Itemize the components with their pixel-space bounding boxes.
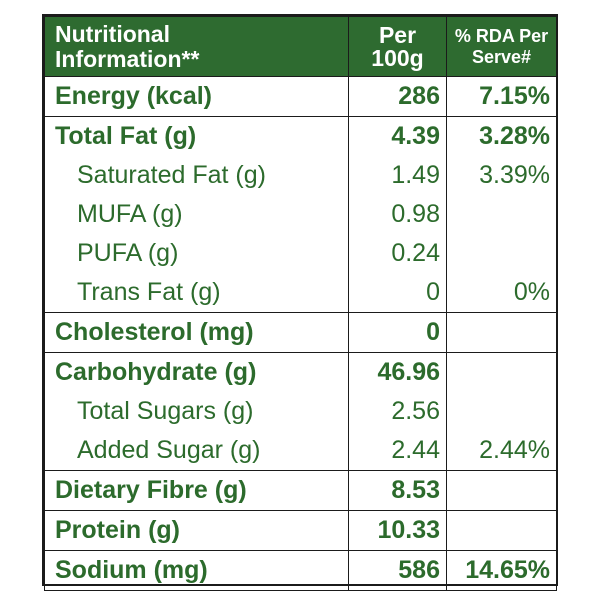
- row-total-sugars: Total Sugars (g) 2.56: [44, 392, 557, 431]
- row-added-sugar: Added Sugar (g) 2.44 2.44%: [44, 431, 557, 471]
- nutrient-rda: [446, 234, 557, 273]
- nutrient-name: Trans Fat (g): [44, 273, 349, 313]
- nutrient-value: 0: [348, 312, 447, 353]
- nutrient-name: Sodium (mg): [44, 550, 349, 591]
- row-trans-fat: Trans Fat (g) 0 0%: [44, 273, 557, 313]
- header-nutrient-line1: Nutritional: [55, 20, 170, 47]
- nutrient-rda: 0%: [446, 273, 557, 313]
- nutrient-name: Cholesterol (mg): [44, 312, 349, 353]
- nutrient-rda: [446, 312, 557, 353]
- nutrient-rda: 2.44%: [446, 431, 557, 471]
- nutrient-rda: 14.65%: [446, 550, 557, 591]
- nutrient-name: PUFA (g): [44, 234, 349, 273]
- nutrient-value: 10.33: [348, 510, 447, 551]
- table-header-row: Nutritional Information** Per 100g % RDA…: [44, 16, 557, 77]
- nutrient-name: Energy (kcal): [44, 76, 349, 117]
- header-nutrient-line2: Information**: [55, 45, 200, 72]
- nutrient-value: 46.96: [348, 352, 447, 392]
- nutrient-name: Saturated Fat (g): [44, 156, 349, 195]
- nutrient-name: Protein (g): [44, 510, 349, 551]
- nutrient-rda: [446, 470, 557, 511]
- nutrient-value: 586: [348, 550, 447, 591]
- header-rda-line2: Serve#: [471, 46, 532, 67]
- nutrient-value: 286: [348, 76, 447, 117]
- nutrient-value: 0.24: [348, 234, 447, 273]
- nutrient-name: MUFA (g): [44, 195, 349, 234]
- header-rda-line1: % RDA Per: [454, 25, 549, 46]
- header-rda: % RDA Per Serve#: [446, 16, 557, 77]
- nutrient-value: 8.53: [348, 470, 447, 511]
- row-mufa: MUFA (g) 0.98: [44, 195, 557, 234]
- nutrient-value: 2.56: [348, 392, 447, 431]
- nutrient-rda: [446, 195, 557, 234]
- nutrient-value: 0.98: [348, 195, 447, 234]
- row-pufa: PUFA (g) 0.24: [44, 234, 557, 273]
- header-per-line2: 100g: [371, 44, 424, 71]
- nutrient-name: Dietary Fibre (g): [44, 470, 349, 511]
- row-carbohydrate: Carbohydrate (g) 46.96: [44, 352, 557, 392]
- header-per-line1: Per: [378, 21, 417, 48]
- row-cholesterol: Cholesterol (mg) 0: [44, 312, 557, 353]
- header-nutrient: Nutritional Information**: [44, 16, 349, 77]
- nutrition-table-panel: Nutritional Information** Per 100g % RDA…: [42, 14, 558, 591]
- nutrient-rda: [446, 392, 557, 431]
- nutrient-rda: 3.39%: [446, 156, 557, 195]
- nutrient-rda: 7.15%: [446, 76, 557, 117]
- row-dietary-fibre: Dietary Fibre (g) 8.53: [44, 470, 557, 511]
- nutrient-rda: [446, 352, 557, 392]
- nutrient-rda: 3.28%: [446, 116, 557, 156]
- row-protein: Protein (g) 10.33: [44, 510, 557, 551]
- row-energy: Energy (kcal) 286 7.15%: [44, 76, 557, 117]
- nutrient-value: 1.49: [348, 156, 447, 195]
- nutrient-name: Added Sugar (g): [44, 431, 349, 471]
- nutrient-rda: [446, 510, 557, 551]
- nutrient-value: 4.39: [348, 116, 447, 156]
- row-total-fat: Total Fat (g) 4.39 3.28%: [44, 116, 557, 156]
- nutrient-name: Total Fat (g): [44, 116, 349, 156]
- nutrition-table: Nutritional Information** Per 100g % RDA…: [44, 16, 557, 591]
- header-per-100g: Per 100g: [348, 16, 447, 77]
- nutrient-name: Total Sugars (g): [44, 392, 349, 431]
- nutrient-value: 0: [348, 273, 447, 313]
- row-saturated-fat: Saturated Fat (g) 1.49 3.39%: [44, 156, 557, 195]
- nutrient-name: Carbohydrate (g): [44, 352, 349, 392]
- row-sodium: Sodium (mg) 586 14.65%: [44, 550, 557, 591]
- nutrient-value: 2.44: [348, 431, 447, 471]
